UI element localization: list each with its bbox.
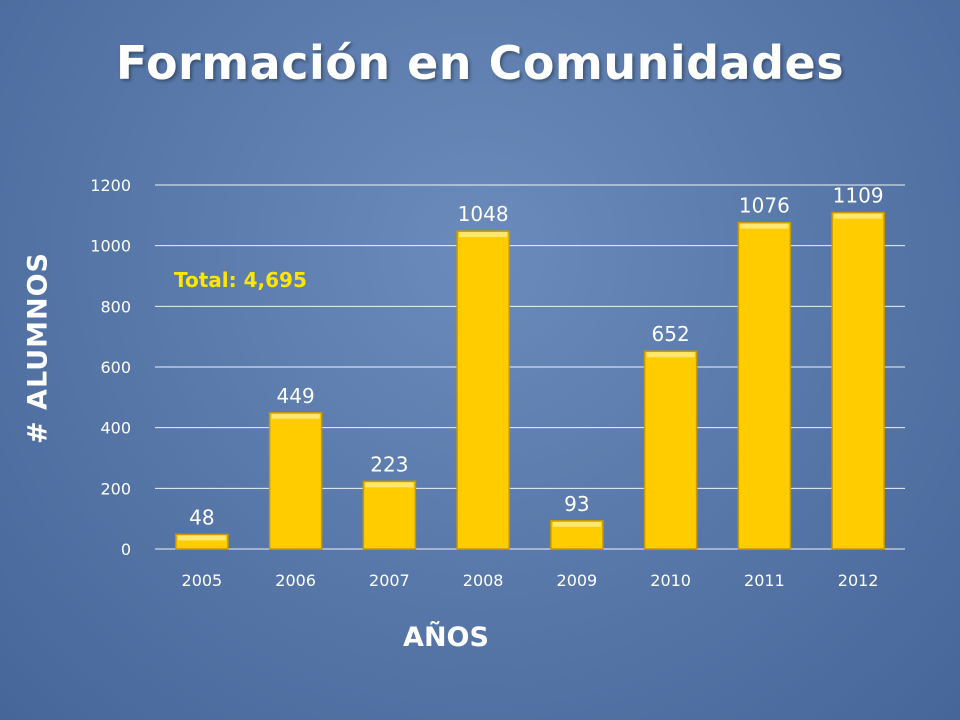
data-label: 652 — [652, 322, 690, 346]
data-label: 1109 — [833, 184, 884, 208]
bar — [643, 350, 698, 550]
x-tick-label: 2005 — [182, 571, 223, 590]
y-tick-label: 800 — [100, 297, 131, 316]
bar-highlight — [459, 232, 508, 238]
x-tick-label: 2012 — [838, 571, 879, 590]
total-annotation: Total: 4,695 — [174, 268, 307, 292]
y-tick-label: 1200 — [90, 176, 131, 195]
y-tick-label: 1000 — [90, 237, 131, 256]
data-label: 449 — [277, 384, 315, 408]
x-tick-label: 2009 — [557, 571, 598, 590]
data-label: 48 — [189, 505, 214, 529]
bar-highlight — [271, 413, 320, 419]
x-tick-label: 2006 — [275, 571, 316, 590]
data-label: 1076 — [739, 194, 790, 218]
x-tick-label: 2010 — [650, 571, 691, 590]
data-label: 1048 — [458, 202, 509, 226]
x-axis-label: AÑOS — [403, 622, 489, 653]
bar-highlight — [365, 482, 414, 488]
bar-highlight — [740, 223, 789, 229]
bar-highlight — [552, 521, 601, 527]
bar — [362, 480, 417, 550]
bar — [737, 221, 792, 550]
bar — [268, 412, 323, 550]
data-label: 93 — [564, 492, 589, 516]
bar-highlight — [177, 535, 226, 541]
y-tick-label: 0 — [121, 540, 131, 559]
y-tick-label: 200 — [100, 479, 131, 498]
chart-title: Formación en Comunidades — [115, 36, 845, 90]
bar-highlight — [646, 352, 695, 358]
x-tick-label: 2008 — [463, 571, 504, 590]
y-tick-label: 600 — [100, 358, 131, 377]
x-tick-label: 2007 — [369, 571, 410, 590]
x-tick-label: 2011 — [744, 571, 785, 590]
bar — [456, 230, 510, 550]
bar — [831, 211, 885, 550]
bar-highlight — [834, 213, 883, 219]
y-tick-label: 400 — [100, 419, 131, 438]
data-label: 223 — [370, 452, 408, 476]
